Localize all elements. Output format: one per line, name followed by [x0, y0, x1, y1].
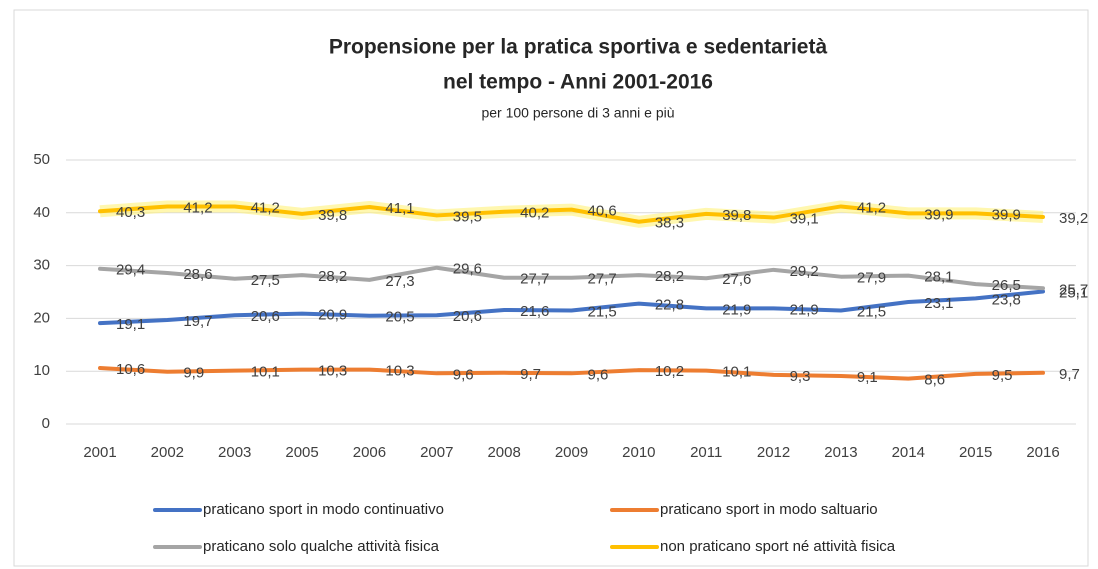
data-label: 9,7	[1059, 366, 1080, 383]
data-label: 26,5	[992, 277, 1021, 294]
chart-frame	[13, 9, 1089, 567]
data-label: 39,9	[924, 206, 953, 223]
y-tick-label: 40	[33, 204, 50, 221]
data-label: 9,6	[588, 366, 609, 383]
series-line	[98, 366, 1045, 381]
data-label: 27,7	[520, 271, 549, 288]
data-label: 21,9	[722, 301, 751, 318]
series-line	[98, 289, 1045, 326]
data-label: 10,2	[655, 363, 684, 380]
data-label: 28,6	[183, 266, 212, 283]
x-tick-label: 2005	[285, 444, 318, 461]
data-label: 41,2	[183, 199, 212, 216]
data-label: 23,8	[992, 291, 1021, 308]
data-label: 21,6	[520, 303, 549, 320]
x-tick-label: 2016	[1026, 444, 1059, 461]
data-label: 38,3	[655, 215, 684, 232]
x-tick-label: 2014	[892, 444, 925, 461]
x-tick-label: 2006	[353, 444, 386, 461]
data-label: 8,6	[924, 372, 945, 389]
data-label: 10,1	[251, 364, 280, 381]
data-label: 20,6	[251, 308, 280, 325]
x-tick-label: 2001	[83, 444, 116, 461]
data-label: 9,1	[857, 369, 878, 386]
data-label: 27,6	[722, 271, 751, 288]
data-label: 9,3	[790, 368, 811, 385]
data-label: 40,2	[520, 205, 549, 222]
chart-title: nel tempo - Anni 2001-2016	[443, 71, 713, 94]
x-tick-label: 2003	[218, 444, 251, 461]
data-label: 21,5	[857, 303, 886, 320]
data-label: 20,9	[318, 307, 347, 324]
data-label: 9,6	[453, 366, 474, 383]
data-label: 10,1	[722, 364, 751, 381]
legend-label: praticano solo qualche attività fisica	[203, 538, 440, 555]
x-tick-label: 2011	[690, 444, 722, 461]
data-label: 10,6	[116, 361, 145, 378]
data-label: 39,1	[790, 211, 819, 228]
chart-title: Propensione per la pratica sportiva e se…	[329, 36, 828, 59]
x-tick-label: 2012	[757, 444, 790, 461]
x-tick-label: 2002	[151, 444, 184, 461]
data-label: 39,8	[318, 207, 347, 224]
data-label: 27,5	[251, 272, 280, 289]
data-label: 39,5	[453, 208, 482, 225]
data-label: 39,2	[1059, 210, 1088, 227]
legend-label: praticano sport in modo saltuario	[660, 501, 878, 518]
data-label: 29,2	[790, 263, 819, 280]
y-tick-label: 10	[33, 362, 50, 379]
series-line	[98, 265, 1045, 291]
y-tick-label: 0	[42, 415, 50, 432]
data-label: 9,7	[520, 366, 541, 383]
data-label: 25,1	[1059, 284, 1088, 301]
x-tick-label: 2010	[622, 444, 655, 461]
x-tick-label: 2008	[487, 444, 520, 461]
data-label: 41,1	[385, 200, 414, 217]
data-label: 19,1	[116, 316, 145, 333]
chart-subtitle: per 100 persone di 3 anni e più	[481, 105, 674, 121]
data-label: 27,7	[588, 271, 617, 288]
data-label: 29,4	[116, 262, 145, 279]
data-label: 27,3	[385, 273, 414, 290]
x-tick-label: 2013	[824, 444, 857, 461]
data-label: 28,1	[924, 269, 953, 286]
data-label: 39,8	[722, 207, 751, 224]
series-line	[98, 204, 1045, 224]
data-label: 21,9	[790, 301, 819, 318]
x-tick-label: 2009	[555, 444, 588, 461]
data-label: 23,1	[924, 295, 953, 312]
y-tick-label: 50	[33, 151, 50, 168]
data-label: 22,8	[655, 297, 684, 314]
x-tick-label: 2007	[420, 444, 453, 461]
data-label: 41,2	[251, 199, 280, 216]
y-tick-label: 30	[33, 257, 50, 274]
legend-label: praticano sport in modo continuativo	[203, 501, 444, 518]
data-label: 20,6	[453, 308, 482, 325]
data-label: 29,6	[453, 261, 482, 278]
data-label: 19,7	[183, 313, 212, 330]
data-label: 40,3	[116, 204, 145, 221]
data-label: 41,2	[857, 199, 886, 216]
y-tick-label: 20	[33, 309, 50, 326]
legend-label: non praticano sport né attività fisica	[660, 538, 896, 555]
data-label: 10,3	[318, 363, 347, 380]
data-label: 9,5	[992, 367, 1013, 384]
data-label: 28,2	[318, 268, 347, 285]
data-label: 28,2	[655, 268, 684, 285]
data-label: 27,9	[857, 270, 886, 287]
x-tick-label: 2015	[959, 444, 992, 461]
data-label: 25,7	[1059, 281, 1088, 298]
data-label: 20,5	[385, 309, 414, 326]
data-label: 39,9	[992, 206, 1021, 223]
data-label: 9,9	[183, 365, 204, 382]
data-label: 10,3	[385, 363, 414, 380]
data-label: 21,5	[588, 303, 617, 320]
data-label: 40,6	[588, 203, 617, 220]
